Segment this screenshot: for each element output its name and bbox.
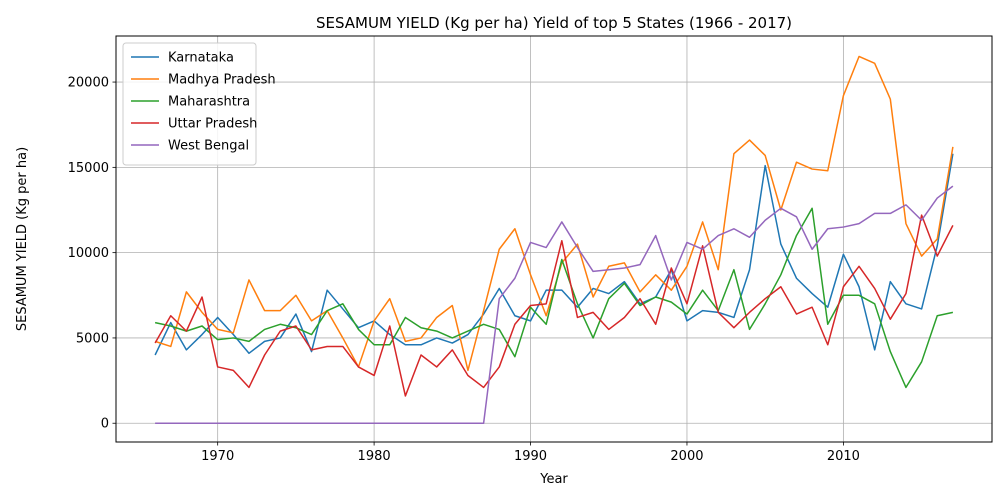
x-tick-label: 2010: [827, 449, 860, 464]
legend-label: Uttar Pradesh: [168, 117, 257, 132]
x-tick-label: 1980: [358, 449, 391, 464]
x-tick-label: 1990: [514, 449, 547, 464]
legend-frame: [122, 42, 257, 166]
legend-label: Maharashtra: [168, 95, 250, 110]
plot-frame: [115, 35, 993, 443]
series-line-maharashtra: [154, 207, 954, 389]
y-axis-title: SESAMUM YIELD (Kg per ha): [15, 147, 30, 331]
legend: Karnataka Madhya Pradesh Maharashtra Uttar …: [122, 42, 276, 166]
series-line-west-bengal: [155, 185, 954, 424]
y-tick-label: 20000: [68, 76, 109, 91]
x-tick-label: 2000: [670, 449, 703, 464]
ticks: 1970 1980 1990 2000 2010 0 5000 10000 15000 20000: [68, 76, 860, 464]
legend-label: Madhya Pradesh: [168, 73, 276, 88]
chart-title: SESAMUM YIELD (Kg per ha) Yield of top 5…: [316, 14, 792, 32]
y-tick-label: 10000: [68, 246, 109, 261]
y-tick-label: 0: [101, 417, 109, 432]
series-line-uttar-pradesh: [154, 214, 954, 397]
x-tick-label: 1970: [201, 449, 234, 464]
legend-label: West Bengal: [168, 139, 249, 154]
y-tick-label: 5000: [76, 331, 109, 346]
series-layer: [154, 55, 954, 424]
x-axis-title: Year: [539, 472, 568, 487]
y-tick-label: 15000: [68, 161, 109, 176]
legend-label: Karnataka: [168, 51, 234, 66]
